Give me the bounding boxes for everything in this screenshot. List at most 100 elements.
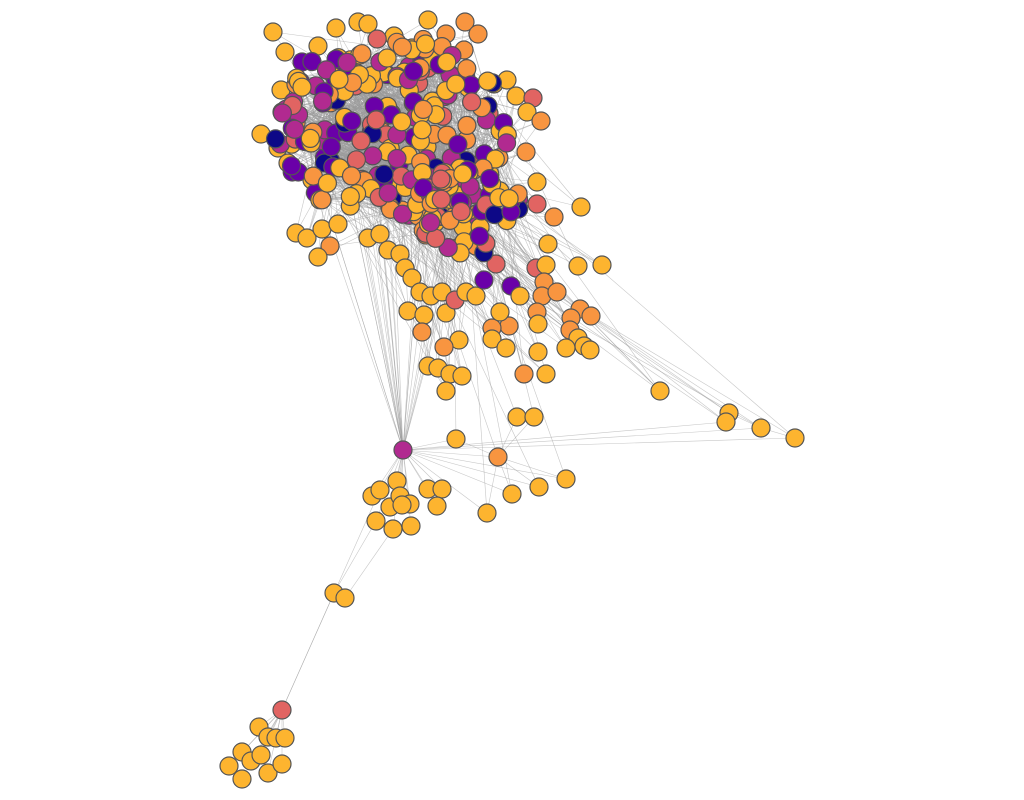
graph-node	[326, 18, 346, 38]
graph-node	[527, 172, 547, 192]
graph-node	[571, 197, 591, 217]
graph-node	[785, 428, 805, 448]
graph-node	[516, 142, 536, 162]
graph-node	[462, 92, 482, 112]
graph-node	[457, 115, 477, 136]
graph-node	[342, 111, 362, 131]
graph-node	[320, 236, 340, 256]
graph-edge	[315, 192, 404, 451]
graph-node	[432, 479, 452, 499]
graph-node	[272, 103, 292, 123]
graph-node	[370, 224, 390, 244]
graph-edge	[402, 227, 464, 451]
graph-node	[490, 302, 510, 322]
graph-node	[366, 511, 386, 531]
graph-node	[434, 337, 454, 357]
graph-node	[466, 286, 486, 306]
graph-node	[337, 52, 357, 73]
graph-edge	[333, 520, 377, 594]
graph-node	[510, 286, 530, 306]
graph-node	[497, 133, 517, 153]
graph-node	[413, 99, 433, 120]
graph-node	[477, 503, 497, 523]
graph-node	[367, 29, 387, 49]
graph-edge	[497, 456, 567, 480]
graph-node	[378, 183, 398, 203]
graph-node	[383, 519, 403, 539]
graph-node	[328, 214, 348, 234]
graph-node	[455, 12, 475, 32]
graph-node	[329, 69, 349, 90]
graph-node	[313, 91, 333, 111]
graph-node	[413, 178, 433, 198]
graph-node	[529, 477, 549, 497]
graph-edge	[344, 528, 394, 599]
graph-node	[414, 305, 434, 325]
graph-node	[528, 342, 548, 362]
graph-node	[312, 219, 332, 239]
graph-edge	[518, 198, 796, 439]
graph-node	[527, 194, 547, 214]
graph-node	[232, 769, 252, 789]
graph-node	[387, 148, 407, 169]
graph-node	[536, 364, 556, 384]
graph-edge	[402, 449, 499, 458]
graph-node	[457, 58, 477, 79]
graph-node	[258, 763, 278, 783]
graph-node	[517, 102, 537, 122]
graph-edge	[402, 427, 762, 451]
graph-node	[480, 169, 500, 189]
graph-node	[393, 440, 413, 460]
graph-node	[544, 207, 564, 227]
graph-node	[392, 112, 412, 132]
graph-node	[263, 22, 283, 42]
graph-node	[478, 71, 498, 91]
graph-node	[499, 189, 519, 209]
graph-node	[484, 205, 505, 225]
graph-node	[285, 119, 305, 139]
graph-edge	[402, 449, 540, 488]
graph-node	[370, 480, 390, 500]
graph-edge	[579, 308, 730, 414]
graph-node	[431, 189, 451, 209]
graph-node	[392, 37, 412, 57]
graph-node	[335, 588, 355, 608]
graph-node	[292, 77, 312, 97]
graph-node	[366, 110, 386, 130]
graph-node	[297, 228, 317, 248]
graph-node	[531, 111, 551, 131]
graph-node	[272, 754, 292, 774]
graph-node	[219, 756, 239, 776]
graph-node	[502, 484, 522, 504]
graph-node	[352, 44, 372, 64]
graph-node	[398, 301, 418, 321]
graph-node	[536, 255, 556, 275]
graph-node	[421, 212, 441, 233]
graph-node	[412, 120, 432, 140]
graph-node	[556, 469, 576, 489]
graph-node	[363, 146, 383, 166]
graph-node	[451, 201, 471, 222]
graph-node	[300, 128, 320, 148]
graph-node	[650, 381, 670, 401]
graph-node	[446, 429, 466, 449]
graph-node	[265, 129, 286, 149]
graph-edge	[579, 308, 796, 439]
graph-node	[415, 34, 436, 54]
graph-node	[437, 52, 457, 72]
graph-node	[556, 338, 576, 358]
graph-edge	[383, 174, 404, 451]
graph-edge	[363, 180, 404, 451]
graph-edge	[402, 449, 567, 480]
graph-edge	[402, 437, 796, 451]
graph-node	[528, 314, 548, 334]
graph-node	[340, 186, 360, 207]
graph-node	[469, 226, 490, 246]
graph-node	[580, 340, 600, 360]
graph-node	[275, 728, 295, 748]
graph-edge	[579, 308, 727, 423]
graph-node	[317, 173, 337, 193]
graph-node	[275, 42, 295, 62]
graph-node	[308, 247, 328, 267]
